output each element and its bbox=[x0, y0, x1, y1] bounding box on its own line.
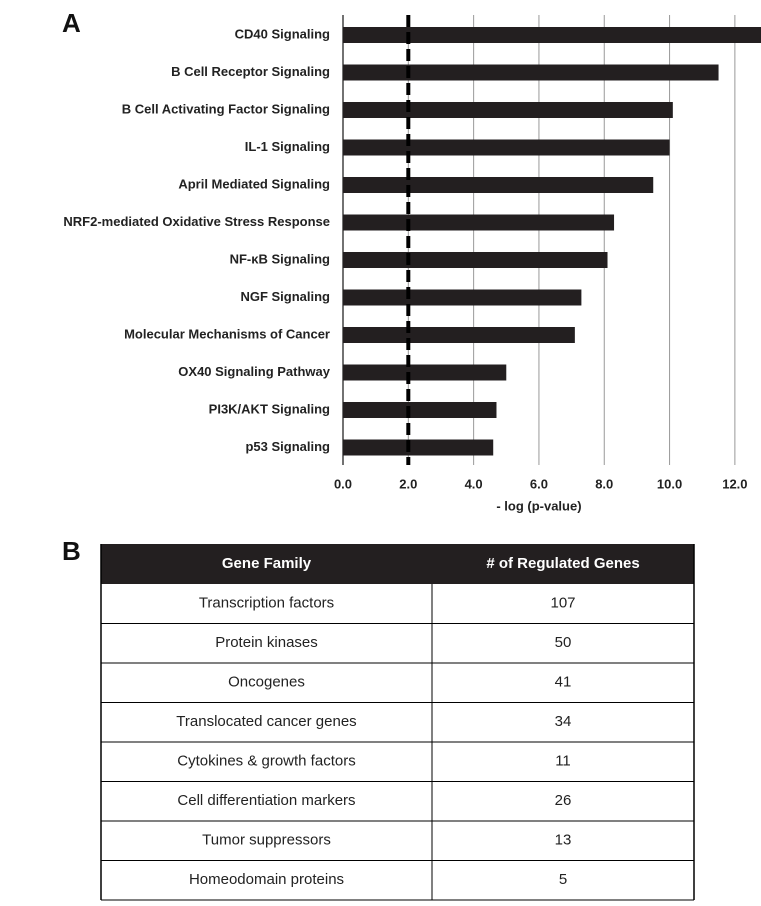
category-label: B Cell Receptor Signaling bbox=[171, 64, 330, 79]
bar bbox=[343, 289, 582, 306]
bar bbox=[343, 27, 761, 43]
table-header-cell: # of Regulated Genes bbox=[486, 555, 639, 572]
table-cell: Transcription factors bbox=[199, 595, 334, 612]
x-tick-label: 8.0 bbox=[595, 476, 613, 491]
table-cell: 26 bbox=[555, 792, 572, 809]
bar bbox=[343, 252, 608, 268]
category-label: OX40 Signaling Pathway bbox=[178, 364, 330, 379]
bar bbox=[343, 177, 654, 193]
table-header-bg bbox=[101, 544, 694, 584]
x-tick-label: 0.0 bbox=[334, 476, 352, 491]
bar bbox=[343, 214, 615, 231]
x-tick-label: 4.0 bbox=[465, 476, 483, 491]
x-tick-label: 6.0 bbox=[530, 476, 548, 491]
table-cell: 13 bbox=[555, 832, 572, 849]
category-label: p53 Signaling bbox=[245, 439, 330, 454]
category-label: B Cell Activating Factor Signaling bbox=[122, 101, 330, 116]
table-cell: Tumor suppressors bbox=[202, 832, 331, 849]
table-cell: Homeodomain proteins bbox=[189, 871, 344, 888]
bar bbox=[343, 64, 719, 81]
table-cell: Cell differentiation markers bbox=[177, 792, 355, 809]
category-label: April Mediated Signaling bbox=[178, 176, 330, 191]
bar bbox=[343, 327, 575, 343]
x-tick-label: 12.0 bbox=[722, 476, 747, 491]
bar bbox=[343, 102, 673, 118]
bar bbox=[343, 439, 494, 456]
category-label: NF-κB Signaling bbox=[230, 251, 330, 266]
category-label: NRF2-mediated Oxidative Stress Response bbox=[63, 214, 330, 229]
category-label: CD40 Signaling bbox=[235, 26, 330, 41]
panel-label: A bbox=[62, 8, 81, 38]
x-tick-label: 2.0 bbox=[399, 476, 417, 491]
table-cell: Translocated cancer genes bbox=[176, 713, 356, 730]
table-cell: Oncogenes bbox=[228, 674, 305, 691]
table-cell: 50 bbox=[555, 634, 572, 651]
bar bbox=[343, 364, 507, 381]
x-tick-label: 10.0 bbox=[657, 476, 682, 491]
x-axis-label: - log (p-value) bbox=[496, 498, 581, 513]
panel-label: B bbox=[62, 536, 81, 566]
table-cell: Protein kinases bbox=[215, 634, 318, 651]
category-label: NGF Signaling bbox=[240, 289, 330, 304]
bar bbox=[343, 402, 497, 418]
table-cell: 107 bbox=[550, 595, 575, 612]
table-header-cell: Gene Family bbox=[222, 555, 312, 572]
table-cell: 5 bbox=[559, 871, 567, 888]
table-cell: 34 bbox=[555, 713, 572, 730]
table-cell: 41 bbox=[555, 674, 572, 691]
table-cell: 11 bbox=[555, 753, 571, 770]
category-label: IL-1 Signaling bbox=[245, 139, 330, 154]
category-label: PI3K/AKT Signaling bbox=[209, 401, 330, 416]
category-label: Molecular Mechanisms of Cancer bbox=[124, 326, 330, 341]
bar bbox=[343, 139, 670, 156]
table-cell: Cytokines & growth factors bbox=[177, 753, 355, 770]
